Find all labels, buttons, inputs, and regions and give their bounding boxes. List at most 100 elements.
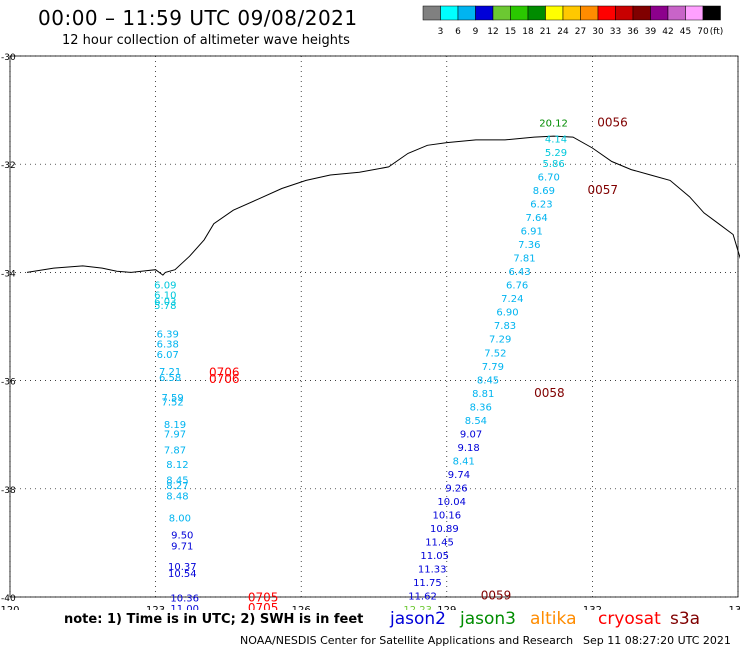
pass-time-label: 0706	[209, 365, 240, 379]
pass-time-label: 0057	[588, 183, 619, 197]
pass-time-label: 0706	[209, 372, 240, 386]
wave-height-label: 8.41	[453, 456, 475, 467]
wave-height-label: 7.97	[164, 429, 186, 440]
wave-height-label: 8.36	[470, 402, 492, 413]
wave-height-label: 11.62	[408, 592, 437, 603]
colorbar-tick-label: 21	[540, 27, 551, 37]
latitude-tick-label: -30	[1, 53, 16, 63]
wave-height-label: 5.86	[542, 159, 564, 170]
wave-height-label: 20.12	[539, 118, 568, 129]
colorbar-unit-label: (ft)	[710, 27, 724, 37]
wave-height-label: 6.09	[154, 281, 176, 292]
wave-height-label: 5.29	[545, 148, 567, 159]
footer-credit: NOAA/NESDIS Center for Satellite Applica…	[240, 634, 574, 647]
longitude-tick-label: 120	[0, 605, 19, 610]
wave-height-label: 8.45	[166, 475, 188, 486]
colorbar-tick-label: 45	[680, 27, 691, 37]
wave-height-label: 9.74	[448, 470, 470, 481]
wave-height-label: 6.90	[496, 308, 518, 319]
colorbar-swatch	[702, 5, 721, 21]
legend-cryosat: cryosat	[598, 609, 661, 629]
pass-time-label: 0705	[248, 601, 279, 610]
longitude-tick-label: 126	[292, 605, 311, 610]
wave-height-label: 12.23	[403, 605, 432, 610]
latitude-tick-label: -32	[1, 161, 16, 171]
colorbar-tick-label: 9	[473, 27, 479, 37]
wave-height-label: 6.10	[154, 290, 176, 301]
footer-timestamp: Sep 11 08:27:20 UTC 2021	[583, 634, 731, 647]
wave-height-label: 9.71	[171, 541, 193, 552]
pass-time-label: 0705	[248, 590, 279, 604]
longitude-tick-label: 129	[437, 605, 456, 610]
wave-height-label: 7.81	[513, 254, 535, 265]
wave-height-label: 7.36	[518, 240, 540, 251]
colorbar-tick-label: 15	[505, 27, 516, 37]
colorbar-tick-label: 70	[697, 27, 709, 37]
pass-time-label: 0059	[481, 589, 512, 603]
wave-height-label: 7.52	[161, 397, 183, 408]
altimeter-map: 120 123 126 129 132 135 -30 -32 -34 -36 -38 -40 6.09…	[0, 53, 740, 610]
jason2-track: 20.12 4.14 5.295.86 6.70 8.69 6.23 7.64 6.91 7.3…	[403, 115, 627, 610]
wave-height-label: 8.45	[477, 375, 499, 386]
wave-height-label: 6.70	[538, 172, 560, 183]
wave-height-label: 9.18	[458, 443, 480, 454]
wave-height-label: 6.23	[530, 199, 552, 210]
wave-height-label: 11.75	[413, 578, 442, 589]
page-subtitle: 12 hour collection of altimeter wave hei…	[62, 33, 350, 48]
pass-time-label: 0058	[534, 386, 565, 400]
wave-height-label: 7.87	[164, 446, 186, 457]
colorbar-tick-label: 3	[438, 27, 444, 37]
latitude-tick-label: -36	[1, 378, 16, 388]
wave-height-label: 10.04	[437, 497, 466, 508]
colorbar-tick-label: 33	[610, 27, 621, 37]
jason3-track: 6.096.106.035.78 6.396.386.07 7.216.58 7.59…	[154, 281, 278, 610]
wave-height-label: 8.69	[533, 186, 555, 197]
colorbar-tick-label: 12	[487, 27, 498, 37]
longitude-tick-label: 135	[728, 605, 740, 610]
colorbar-tick-label: 6	[455, 27, 461, 37]
pass-time-label: 0056	[597, 115, 628, 129]
map-frame	[9, 55, 739, 598]
wave-height-label: 11.05	[420, 551, 449, 562]
legend-s3a: s3a	[670, 609, 701, 629]
wave-height-label: 6.03	[154, 297, 176, 308]
wave-height-label: 7.59	[161, 393, 183, 404]
colorbar-tick-label: 30	[592, 27, 604, 37]
wave-height-label: 7.52	[484, 348, 506, 359]
wave-height-label: 11.45	[425, 538, 454, 549]
wave-height-label: 7.83	[494, 321, 516, 332]
latitude-tick-label: -40	[1, 594, 16, 604]
wave-height-label: 8.19	[164, 420, 186, 431]
wave-height-label: 8.81	[472, 389, 494, 400]
wave-height-label: 5.78	[154, 301, 176, 312]
wave-height-label: 10.54	[168, 569, 197, 580]
page-title: 00:00 – 11:59 UTC 09/08/2021	[38, 6, 358, 30]
wave-height-label: 9.50	[171, 531, 193, 542]
wave-height-label: 8.12	[166, 460, 188, 471]
latitude-tick-label: -38	[1, 486, 16, 496]
wave-height-label: 8.48	[166, 492, 188, 503]
wave-height-label: 4.14	[545, 135, 567, 146]
wave-height-label: 6.43	[508, 267, 530, 278]
wave-height-colorbar: 3 6 9 12 15 18 21 24 27 30 33 36 39 42 45 70 (ft)	[422, 5, 724, 37]
longitude-tick-label: 132	[583, 605, 602, 610]
wave-height-label: 6.91	[521, 227, 543, 238]
colorbar-tick-label: 27	[575, 27, 586, 37]
wave-height-label: 11.33	[418, 565, 447, 576]
wave-height-label: 6.76	[506, 281, 528, 292]
wave-height-label: 10.89	[430, 524, 459, 535]
legend-jason2: jason2	[390, 609, 446, 629]
coastline	[26, 135, 740, 276]
wave-height-label: 6.39	[157, 329, 179, 340]
wave-height-label: 11.00	[170, 604, 199, 610]
wave-height-label: 6.07	[157, 350, 179, 361]
legend-jason3: jason3	[460, 609, 516, 629]
wave-height-label: 8.27	[166, 481, 188, 492]
wave-height-label: 10.36	[170, 593, 199, 604]
longitude-tick-label: 123	[146, 605, 165, 610]
legend-altika: altika	[530, 609, 577, 629]
colorbar-tick-label: 18	[522, 27, 534, 37]
wave-height-label: 7.79	[482, 362, 504, 373]
wave-height-label: 10.16	[432, 511, 461, 522]
